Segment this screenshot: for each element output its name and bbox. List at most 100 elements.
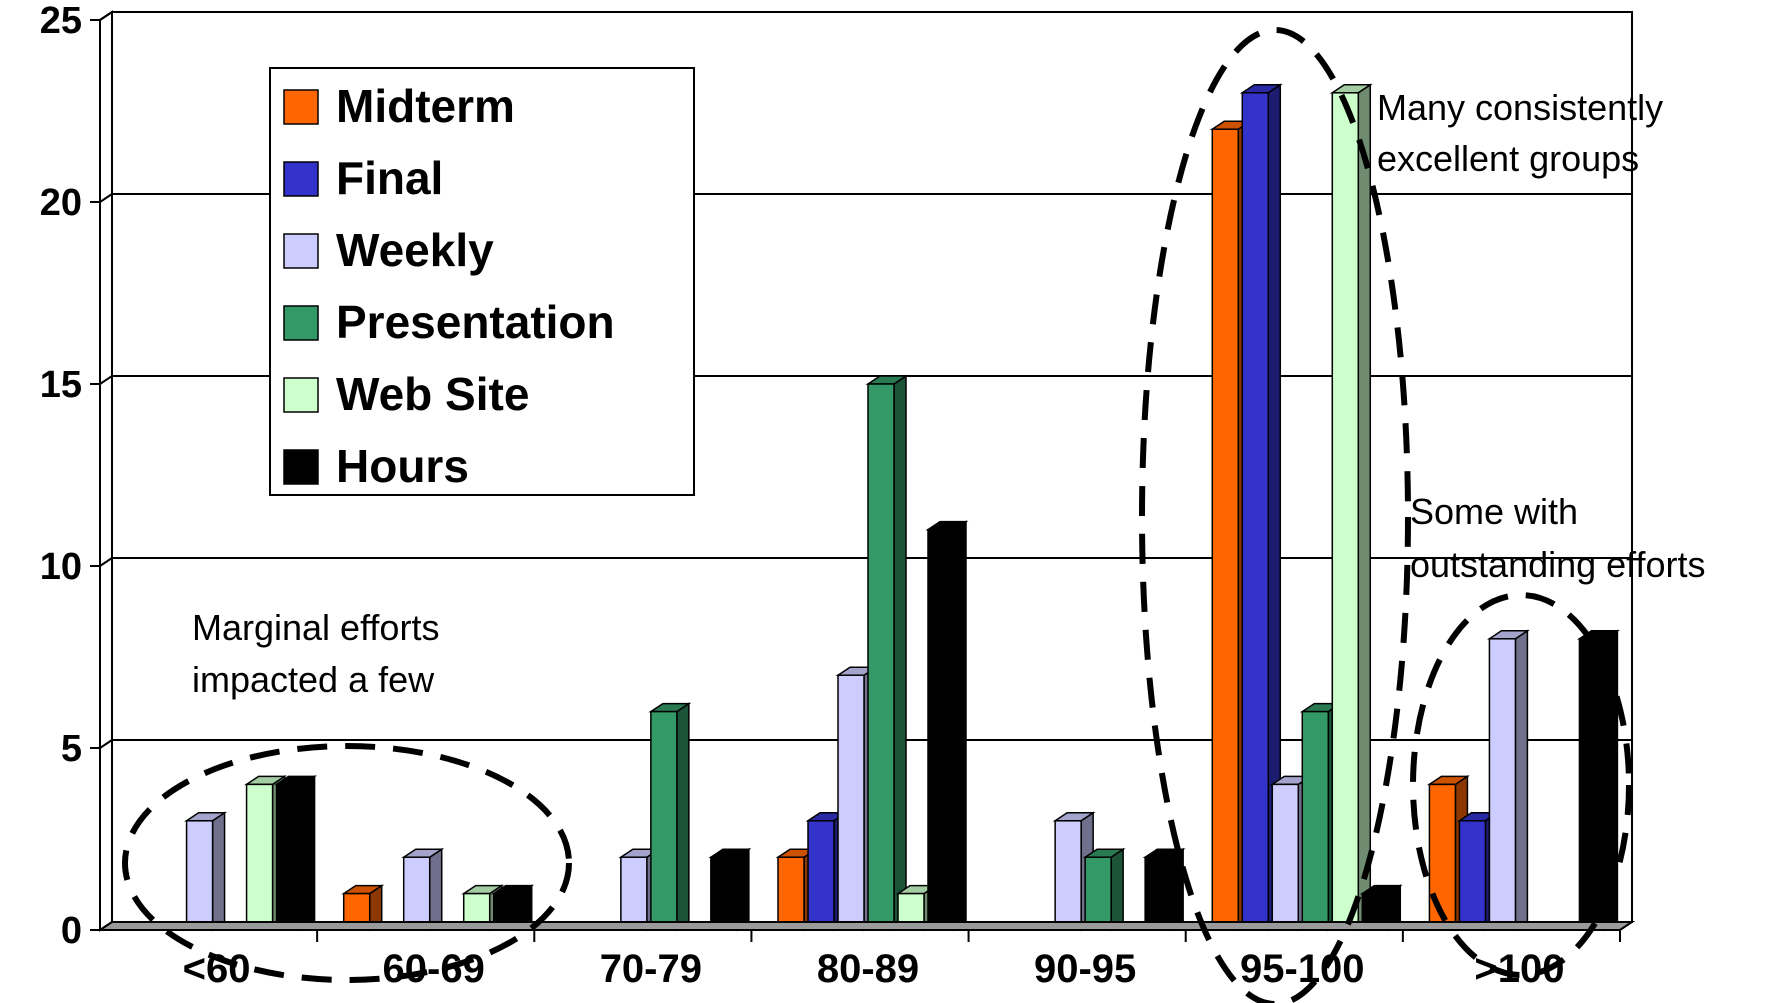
- x-tick-label: 70-79: [600, 947, 702, 991]
- x-tick-label: <60: [183, 947, 251, 991]
- annotation-excellent-line-1: Many consistently: [1377, 87, 1663, 128]
- bar-front: [245, 783, 274, 931]
- bar-front: [777, 856, 805, 931]
- legend-item: Final: [283, 152, 443, 204]
- bar: [865, 374, 909, 932]
- legend-label: Web Site: [336, 368, 529, 420]
- side-wall: [99, 10, 113, 932]
- bar-side: [953, 520, 967, 932]
- legend-swatch: [283, 161, 319, 197]
- legend-item: Midterm: [283, 80, 515, 132]
- legend-item: Web Site: [283, 368, 529, 420]
- bar-front: [402, 856, 431, 931]
- bar-front: [620, 856, 648, 931]
- gridline-side: [99, 557, 113, 567]
- y-tick-label: 10: [40, 546, 82, 588]
- bar-side: [301, 774, 316, 932]
- legend-swatch: [283, 377, 319, 413]
- gridline-side: [99, 193, 113, 203]
- bar-front: [867, 383, 895, 931]
- annotation-marginal-line-1: Marginal efforts: [192, 607, 439, 648]
- bar: [1329, 83, 1373, 932]
- bar: [1052, 811, 1096, 932]
- bar-front: [1211, 128, 1240, 931]
- legend-label: Weekly: [336, 224, 494, 276]
- bar-side: [893, 374, 907, 932]
- annotation-excellent: Many consistently excellent groups: [1377, 87, 1663, 179]
- bar: [1486, 629, 1530, 932]
- bar: [1082, 847, 1126, 932]
- bars-layer: [124, 83, 1620, 932]
- legend-swatch: [283, 233, 319, 269]
- bar-front: [1271, 783, 1300, 931]
- bar: [648, 702, 692, 932]
- bar-front: [1428, 783, 1457, 931]
- bar-front: [1144, 856, 1172, 931]
- bar-front: [1578, 638, 1607, 931]
- bar-front: [1084, 856, 1112, 931]
- bar-front: [650, 710, 678, 931]
- bar: [274, 774, 318, 932]
- bar-front: [710, 856, 738, 931]
- y-tick-label: 5: [61, 728, 82, 770]
- ellipse-marginal: [122, 743, 572, 983]
- bar: [401, 847, 445, 932]
- gridline-side: [99, 11, 113, 21]
- bar-front: [185, 820, 214, 931]
- bar: [708, 847, 752, 932]
- bar: [1239, 83, 1283, 932]
- bar-front: [1054, 820, 1082, 931]
- bar: [925, 520, 969, 932]
- bar-side: [428, 847, 443, 932]
- annotation-marginal-line-2: impacted a few: [192, 659, 435, 700]
- bar-front: [1241, 92, 1270, 931]
- x-tick-label: 95-100: [1240, 947, 1365, 991]
- bar-front: [275, 783, 304, 931]
- legend-swatch: [283, 89, 319, 125]
- y-tick-label: 20: [40, 182, 82, 224]
- x-tick-label: 60-69: [383, 947, 485, 991]
- annotation-ellipses: [122, 27, 1632, 1003]
- y-tick-label: 25: [40, 0, 82, 42]
- annotation-marginal: Marginal efforts impacted a few: [192, 607, 439, 700]
- bar-side: [1514, 629, 1529, 932]
- bar-side: [736, 847, 750, 932]
- bar-front: [927, 528, 955, 931]
- legend-label: Presentation: [336, 296, 615, 348]
- legend-label: Hours: [336, 440, 469, 492]
- legend-label: Final: [336, 152, 443, 204]
- y-tick-label: 15: [40, 364, 82, 406]
- annotation-outstanding: Some with outstanding efforts: [1410, 491, 1706, 585]
- bar-side: [211, 811, 226, 932]
- x-tick-label: 80-89: [817, 947, 919, 991]
- bar: [1426, 774, 1470, 932]
- legend-label: Midterm: [336, 80, 515, 132]
- gridline-side: [99, 739, 113, 749]
- floor: [96, 921, 1636, 931]
- gridline-side: [99, 375, 113, 385]
- bar-front: [807, 820, 835, 931]
- ellipse-excellent: [1139, 27, 1411, 1003]
- ellipse-outstanding: [1410, 592, 1632, 978]
- legend-box: [269, 67, 695, 496]
- bar-front: [1331, 92, 1360, 931]
- bar-side: [676, 702, 690, 932]
- bar: [184, 811, 228, 932]
- legend-swatch: [283, 449, 319, 485]
- bar-front: [1301, 710, 1330, 931]
- legend-item: Presentation: [283, 296, 615, 348]
- bar: [1142, 847, 1186, 932]
- annotation-outstanding-line-1: Some with: [1410, 491, 1578, 532]
- bar-front: [837, 674, 865, 931]
- bar-side: [1357, 83, 1372, 932]
- legend-item: Hours: [283, 440, 469, 492]
- y-tick-label: 0: [61, 910, 82, 952]
- bar-side: [1110, 847, 1124, 932]
- annotation-outstanding-line-2: outstanding efforts: [1410, 544, 1706, 585]
- bar-side: [1170, 847, 1184, 932]
- bar-front: [1488, 638, 1517, 931]
- bar-front: [1458, 820, 1487, 931]
- legend-item: Weekly: [283, 224, 494, 276]
- annotation-excellent-line-2: excellent groups: [1377, 138, 1639, 179]
